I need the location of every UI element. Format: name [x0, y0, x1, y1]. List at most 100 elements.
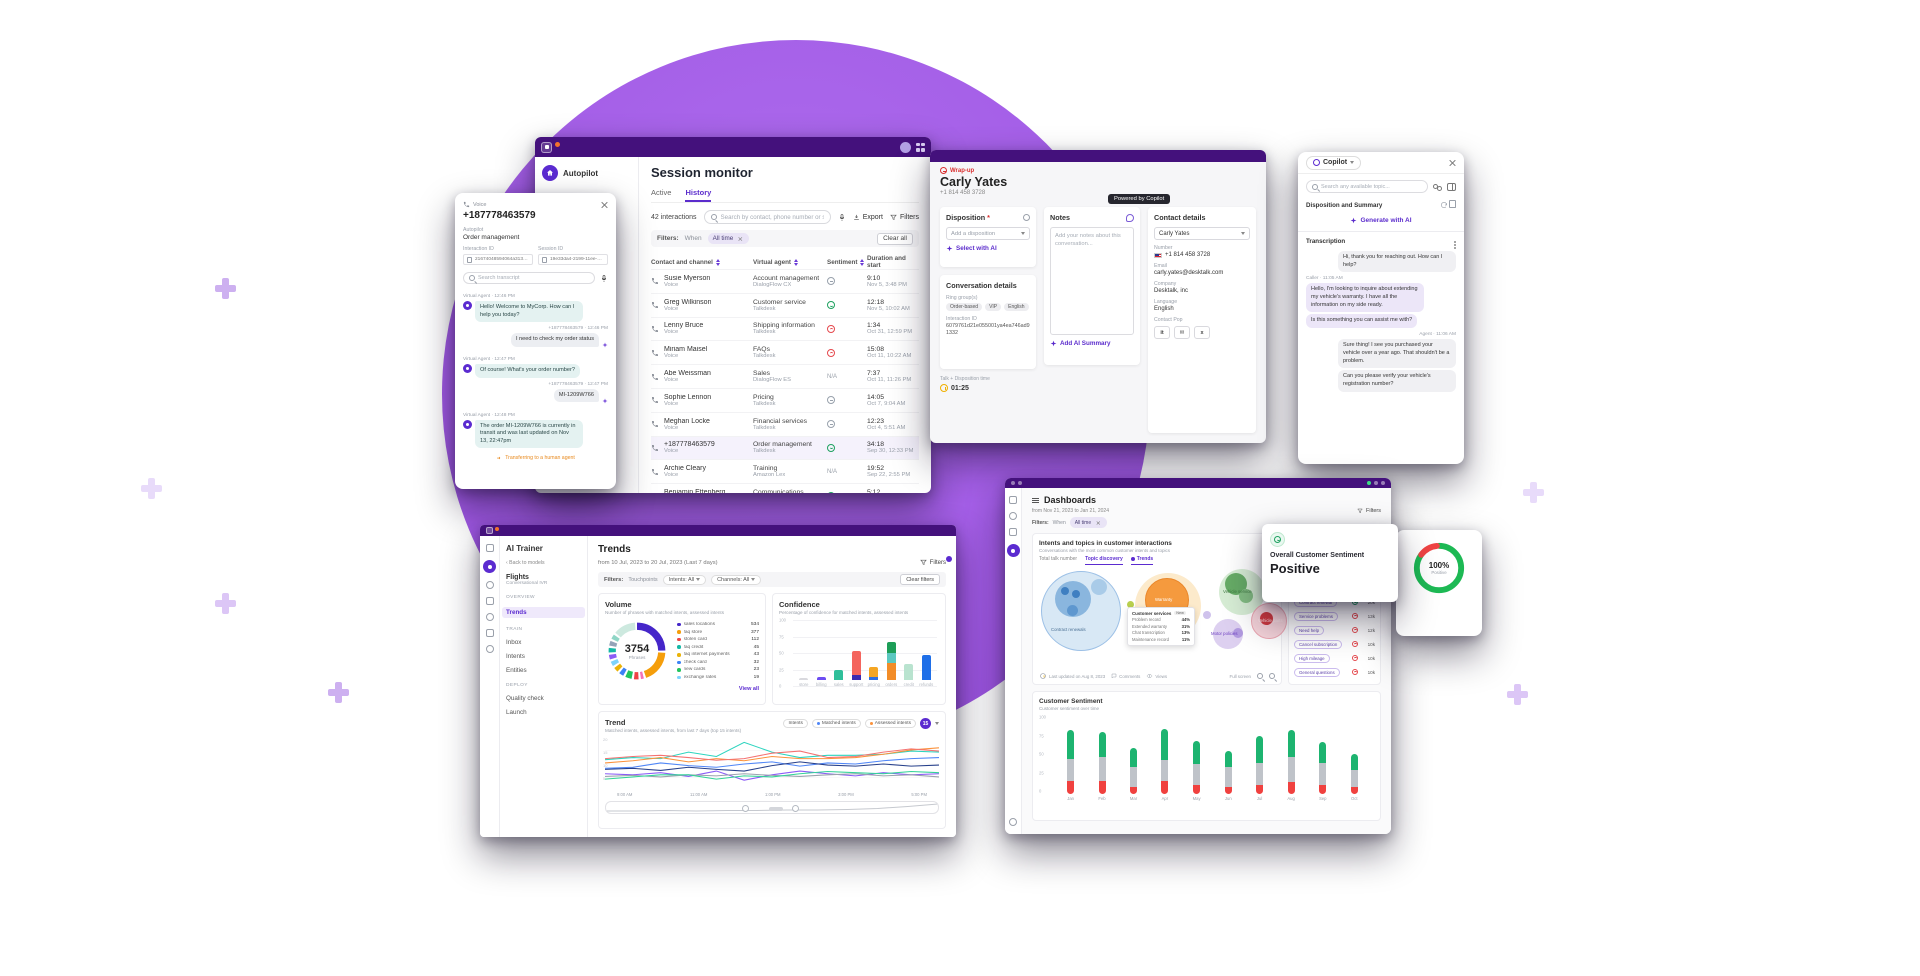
kebab-menu-icon[interactable] — [1454, 240, 1456, 243]
col-sentiment[interactable]: Sentiment — [827, 258, 867, 266]
chevron-down-icon[interactable] — [935, 722, 939, 725]
gear-icon[interactable] — [485, 645, 494, 653]
views-button[interactable]: Views — [1146, 673, 1167, 679]
interaction-id-field[interactable]: 21674048594064a313A... — [463, 254, 533, 265]
copy-icon[interactable] — [542, 256, 547, 263]
topic-chip[interactable]: Need help — [1294, 625, 1325, 635]
table-row[interactable]: Susie Myerson Voice Account management Dial… — [651, 269, 919, 293]
clear-filters-button[interactable]: Clear filters — [900, 574, 940, 585]
table-row[interactable]: Abe Weissman Voice Sales DialogFlow ES N/A 7:… — [651, 364, 919, 388]
col-agent[interactable]: Virtual agent — [753, 258, 827, 266]
legend-item[interactable]: faq internet payments 43 — [677, 651, 759, 659]
export-button[interactable]: Export — [853, 214, 883, 221]
filter-chip-channels[interactable]: Channels: All — [711, 574, 762, 585]
sidebar-item[interactable]: Intents — [506, 653, 525, 660]
filter-chip-when[interactable]: When — [1052, 519, 1066, 526]
transcript-search-input[interactable] — [478, 275, 589, 281]
trend-legend-chip[interactable]: Intents — [783, 719, 808, 728]
contact-pop-button[interactable]: ✉ — [1174, 326, 1190, 339]
sidebar-item-active[interactable]: Trends — [502, 607, 585, 618]
sidebar-item[interactable]: Inbox — [506, 639, 522, 646]
home-icon[interactable] — [542, 165, 558, 181]
copy-icon[interactable] — [1449, 200, 1456, 208]
knowledge-base-icon[interactable] — [1447, 182, 1456, 191]
zoom-in-icon[interactable] — [1257, 673, 1263, 679]
ai-sparkle-icon[interactable] — [602, 391, 608, 409]
filters-button[interactable]: Filters — [919, 556, 952, 566]
back-link[interactable]: ‹ Back to models — [506, 560, 545, 566]
topic-chip[interactable]: General questions — [1294, 667, 1340, 677]
grid-icon[interactable] — [1009, 528, 1017, 536]
legend-item[interactable]: check card 32 — [677, 659, 759, 667]
gear-icon[interactable] — [1023, 214, 1030, 221]
dashboards-active-icon[interactable] — [1006, 544, 1020, 557]
filter-chip-alltime[interactable]: All time — [707, 233, 750, 244]
view-all-link[interactable]: View all — [738, 686, 759, 692]
generate-with-ai-button[interactable]: Generate with AI — [1350, 217, 1412, 224]
tab-trends[interactable]: Trends — [1130, 556, 1154, 565]
home-icon[interactable] — [485, 544, 494, 552]
home-icon[interactable] — [1009, 496, 1017, 504]
tab-topic-discovery[interactable]: Topic discovery — [1085, 556, 1123, 565]
tab-history[interactable]: History — [685, 188, 712, 202]
contact-pop-button[interactable]: it — [1154, 326, 1170, 339]
transcript-search[interactable] — [463, 272, 595, 284]
filters-button[interactable]: Filters — [1357, 508, 1381, 514]
app-switcher-icon[interactable] — [916, 142, 925, 152]
copy-icon[interactable] — [467, 256, 472, 263]
refresh-icon[interactable] — [1440, 201, 1448, 209]
sidebar-item[interactable]: Entities — [506, 667, 527, 674]
topic-chip[interactable]: Service problems — [1294, 611, 1338, 621]
model-name[interactable]: Flights — [506, 574, 529, 581]
trend-legend-chip[interactable]: Matched intents — [811, 719, 861, 728]
table-row[interactable]: Archie Cleary Voice Training Amazon Lex N/A 1… — [651, 459, 919, 483]
legend-item[interactable]: sales locations 534 — [677, 621, 759, 629]
filter-chip-touchpoints[interactable]: Touchpoints — [628, 576, 658, 583]
menu-icon[interactable] — [1032, 497, 1039, 503]
table-row[interactable]: +187778463579 Voice Order management Talkde… — [651, 435, 919, 460]
table-row[interactable]: Miriam Maisel Voice FAQs Talkdesk 15:08 Oct 1… — [651, 340, 919, 364]
table-row[interactable]: Benjamin EttenbergVoiceCommunicationsTal… — [651, 483, 919, 493]
add-ai-summary-button[interactable]: Add AI Summary — [1050, 340, 1134, 347]
notes-textarea[interactable]: Add your notes about this conversation..… — [1050, 227, 1134, 335]
trend-legend-chip[interactable]: Assessed intents — [864, 719, 916, 728]
clear-all-button[interactable]: Clear all — [877, 232, 913, 245]
comments-button[interactable]: Comments — [1111, 673, 1140, 679]
filters-button[interactable]: Filters — [890, 214, 919, 221]
history-icon[interactable] — [485, 629, 494, 637]
filter-chip-alltime[interactable]: All time — [1069, 517, 1108, 528]
col-contact[interactable]: Contact and channel — [651, 258, 753, 266]
voice-icon[interactable] — [485, 581, 494, 589]
session-id-field[interactable]: 19e33da4-2199-11ee-9dc8... — [538, 254, 608, 265]
slider-grip[interactable] — [768, 806, 783, 811]
ai-sparkle-icon[interactable] — [602, 335, 608, 353]
filter-chip-when[interactable]: When — [684, 235, 702, 242]
globe-icon[interactable] — [485, 613, 494, 621]
table-row[interactable]: Lenny Bruce Voice Shipping information Talk… — [651, 316, 919, 341]
chat-icon[interactable] — [485, 597, 494, 605]
time-range-slider[interactable] — [605, 801, 939, 814]
table-row[interactable]: Greg Wilkinson Voice Customer service Talkd… — [651, 292, 919, 317]
topic-chip[interactable]: High mileage — [1294, 653, 1330, 663]
disposition-select[interactable]: Add a disposition — [946, 227, 1030, 240]
copilot-search[interactable] — [1306, 180, 1428, 193]
route-icon[interactable] — [1433, 183, 1442, 191]
avatar[interactable] — [900, 141, 911, 153]
search-input[interactable] — [720, 213, 824, 221]
contact-select[interactable]: Carly Yates — [1154, 227, 1250, 240]
intent-count-badge[interactable]: 15 — [920, 718, 931, 729]
zoom-out-icon[interactable] — [1269, 673, 1275, 679]
session-search[interactable] — [703, 210, 831, 224]
contact-pop-button[interactable]: x — [1194, 326, 1210, 339]
mic-icon[interactable] — [838, 213, 846, 222]
legend-item[interactable]: stolen card 112 — [677, 636, 759, 644]
ai-trainer-active-icon[interactable] — [483, 560, 496, 573]
slider-handle[interactable] — [791, 804, 799, 812]
reports-icon[interactable] — [1009, 512, 1017, 520]
select-with-ai-button[interactable]: Select with AI — [946, 245, 1030, 252]
copilot-search-input[interactable] — [1321, 183, 1422, 190]
close-icon[interactable] — [600, 201, 608, 209]
fullscreen-button[interactable]: Full screen — [1229, 673, 1251, 679]
sidebar-item[interactable]: Quality check — [506, 695, 544, 702]
tab-total-talk-number[interactable]: Total talk number — [1039, 556, 1078, 562]
